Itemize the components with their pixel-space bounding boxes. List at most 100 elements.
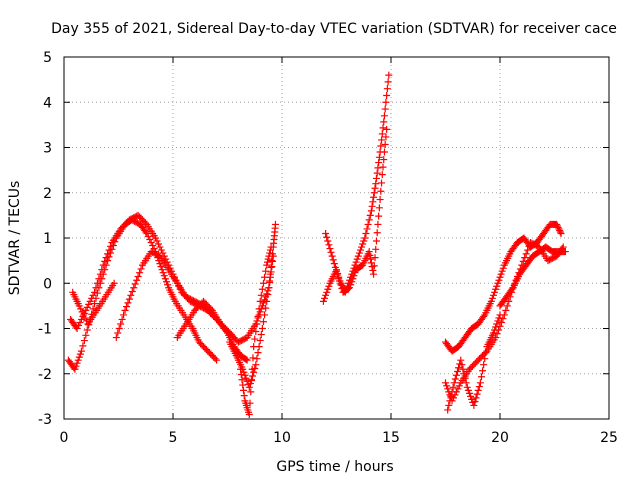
y-tick-label: 2 [43,186,52,202]
data-point [74,356,82,364]
data-point [250,343,258,351]
data-point [149,242,157,250]
data-point [450,379,458,387]
data-point [555,225,563,233]
data-point [334,269,342,277]
data-point [256,297,264,305]
data-point [157,263,165,271]
data-point [367,255,375,263]
data-point [98,266,106,274]
data-point [247,388,255,396]
data-point [363,225,371,233]
data-point [256,337,264,345]
data-point [359,240,367,248]
data-point [351,269,359,277]
data-point [370,270,378,278]
data-point [241,371,249,379]
data-point [383,85,391,93]
data-point [93,279,101,287]
data-point [121,306,129,314]
data-point [372,180,380,188]
data-point [263,297,271,305]
data-point [250,368,258,376]
data-point [365,248,373,256]
data-point [247,377,255,385]
data-point [156,243,164,251]
data-point [89,291,97,299]
data-point [356,246,364,254]
data-point [365,216,373,224]
data-point [266,277,274,285]
series-sat-I [319,125,391,305]
data-point [251,335,259,343]
data-point [380,112,388,120]
data-point [370,189,378,197]
data-point [383,125,391,133]
x-axis-label: GPS time / hours [276,459,393,475]
y-tick-label: 3 [43,141,52,157]
data-point [80,311,88,319]
data-point [134,272,142,280]
data-point [495,314,503,322]
data-point [324,285,332,293]
series-sat-A [64,216,221,373]
data-point [96,270,104,278]
data-point [319,297,327,305]
data-point [237,365,245,373]
data-point [522,250,530,258]
data-point [146,236,154,244]
data-point [378,179,386,187]
data-point [379,163,387,171]
data-point [493,282,501,290]
data-point [159,269,167,277]
data-point [95,275,103,283]
data-point [322,291,330,299]
data-point [448,388,456,396]
data-point [330,260,338,268]
data-point [264,291,272,299]
data-point [257,291,265,299]
data-point [556,226,564,234]
data-point [477,373,485,381]
data-point [358,243,366,251]
data-point [81,314,89,322]
data-point [82,306,90,314]
data-point [130,284,138,292]
data-point [476,379,484,387]
data-point [324,237,332,245]
data-point [104,250,112,258]
data-point [475,383,483,391]
data-point [445,401,453,409]
data-point [263,261,271,269]
data-point [321,294,329,302]
data-point [373,169,381,177]
data-point [259,318,267,326]
data-point [99,261,107,269]
series-sat-C [69,279,118,328]
data-point [348,278,356,286]
data-point [354,252,362,260]
data-point [144,232,152,240]
data-point [79,342,87,350]
x-tick-label: 20 [491,430,509,446]
data-point [243,356,251,364]
data-point [71,365,79,373]
data-point [252,361,260,369]
data-point [380,118,388,126]
data-point [553,222,561,230]
chart-title: Day 355 of 2021, Sidereal Day-to-day VTE… [51,21,617,37]
data-point [369,198,377,206]
data-point [367,207,375,215]
data-point [336,277,344,285]
data-point [464,386,472,394]
data-point [269,257,277,265]
data-point [112,334,120,342]
data-point [370,193,378,201]
data-point [245,410,253,418]
data-point [266,246,274,254]
data-point [120,311,128,319]
data-point [375,204,383,212]
data-point [378,130,386,138]
data-point [364,220,372,228]
data-point [479,367,487,375]
